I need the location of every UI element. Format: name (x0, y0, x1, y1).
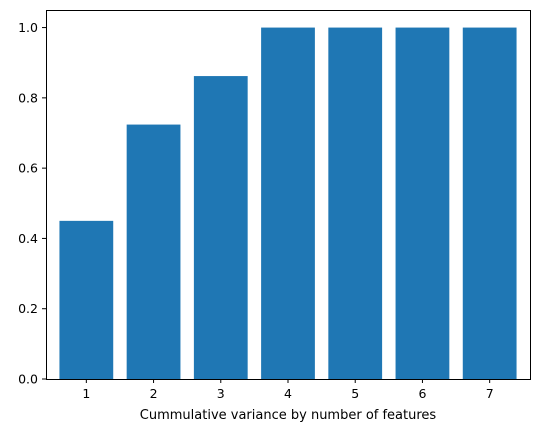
x-tick-label: 7 (486, 386, 494, 401)
bar-1 (59, 220, 114, 379)
x-axis-label: Cummulative variance by number of featur… (140, 408, 437, 423)
y-tick-label: 0.6 (18, 161, 38, 176)
x-tick-label: 6 (418, 386, 426, 401)
x-tick-label: 1 (82, 386, 90, 401)
bar-2 (126, 124, 181, 380)
y-tick-label: 0.4 (18, 231, 38, 246)
y-tick-label: 1.0 (18, 20, 38, 35)
y-tick-label: 0.0 (18, 372, 38, 387)
y-tick-label: 0.2 (18, 301, 38, 316)
bars-group (59, 27, 517, 380)
bar-6 (395, 27, 450, 379)
bar-3 (193, 76, 248, 379)
bar-5 (328, 27, 383, 379)
plot-frame (46, 10, 531, 380)
x-tick-label: 2 (150, 386, 158, 401)
y-tick-label: 0.8 (18, 90, 38, 105)
bar-7 (462, 27, 517, 379)
y-axis: 0.0 0.2 0.4 0.6 0.8 1.0 (18, 20, 46, 387)
x-tick-label: 4 (284, 386, 292, 401)
bar-4 (261, 27, 315, 379)
x-axis: 1 2 3 4 5 6 7 (82, 379, 494, 401)
x-tick-label: 5 (351, 386, 359, 401)
x-tick-label: 3 (217, 386, 225, 401)
